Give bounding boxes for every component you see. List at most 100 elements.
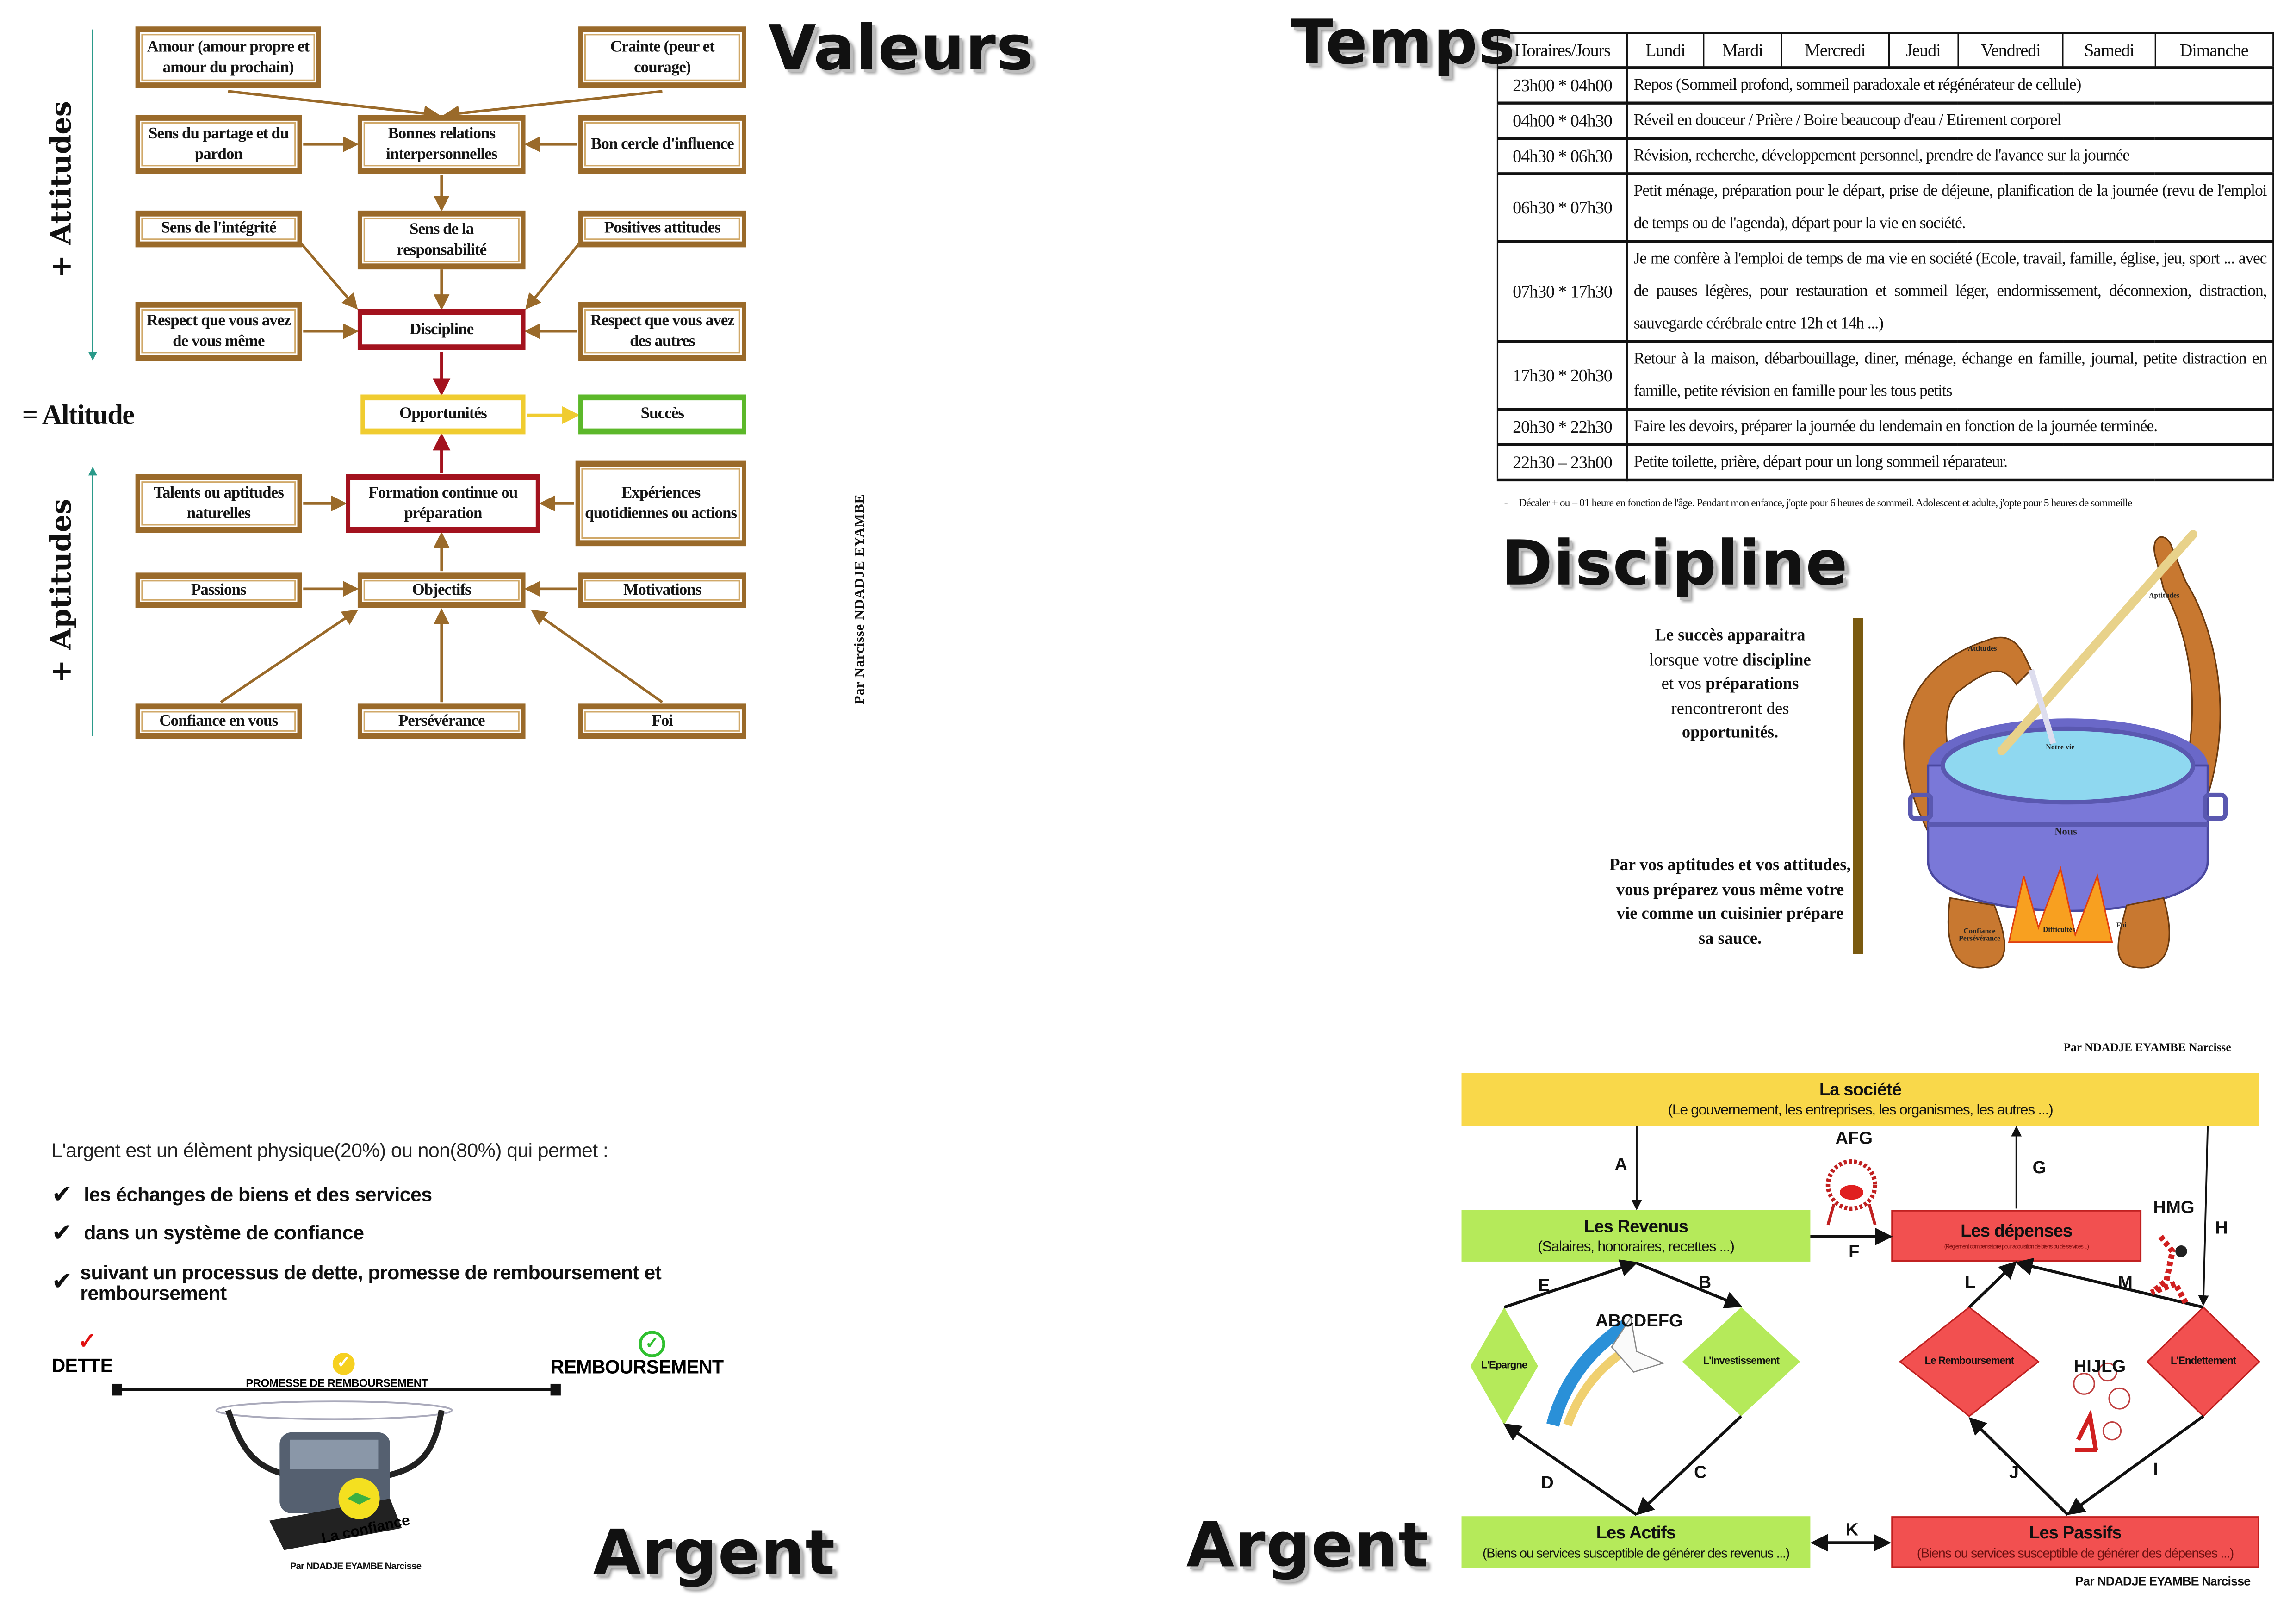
diamond-label-investissement: L'Investissement — [1703, 1356, 1780, 1367]
box-responsabilite: Sens de la responsabilité — [357, 210, 526, 270]
box-formation: Formation continue ou préparation — [346, 474, 540, 533]
arrow-positives — [525, 235, 587, 310]
activity-cell: Révision, recherche, développement perso… — [1626, 137, 2274, 174]
time-cell: 20h30 * 22h30 — [1496, 408, 1628, 446]
letter-a: A — [1614, 1154, 1627, 1175]
table-row: 04h00 * 04h30 Réveil en douceur / Prière … — [1496, 102, 2274, 139]
box-positives-attitudes: Positives attitudes — [578, 210, 746, 248]
box-amour: Amour (amour propre et amour du prochain… — [135, 26, 321, 88]
letter-k: K — [1845, 1519, 1859, 1540]
label-nous: Nous — [2054, 826, 2077, 838]
box-actifs: Les Actifs (Biens ou services susceptibl… — [1461, 1516, 1811, 1568]
box-succes: Succès — [578, 394, 746, 435]
activity-cell: Retour à la maison, débarbouillage, dine… — [1626, 341, 2274, 410]
diamond-label-endettement: L'Endettement — [2170, 1356, 2236, 1367]
arrow-j — [1968, 1417, 2069, 1516]
text-line: Le succès apparaitra — [1655, 627, 1806, 645]
arrow-amour — [228, 90, 440, 121]
table-row: 06h30 * 07h30 Petit ménage, préparation p… — [1496, 173, 2274, 243]
argent-left-author: Par NDADJE EYAMBE Narcisse — [290, 1562, 422, 1573]
table-row: 22h30 – 23h00 Petite toilette, prière, dé… — [1496, 444, 2274, 481]
timeline-end — [550, 1383, 561, 1396]
table-row: 07h30 * 17h30 Je me confère à l'emploi de… — [1496, 241, 2274, 342]
text-emphasis: discipline — [1742, 651, 1811, 669]
arrow-h — [2198, 1126, 2209, 1307]
letter-c: C — [1694, 1462, 1707, 1483]
time-cell: 22h30 – 23h00 — [1496, 444, 1628, 481]
schedule-table: Horaires/Jours Lundi Mardi Mercredi Jeud… — [1496, 32, 2274, 481]
discipline-text-1: Le succès apparaitra lorsque votre disci… — [1616, 624, 1844, 746]
discipline-text-2: Par vos aptitudes et vos attitudes, vous… — [1609, 857, 1851, 947]
arrow-m — [2015, 1257, 2204, 1309]
dette-label: DETTE — [51, 1354, 113, 1377]
arrow-crainte — [443, 90, 663, 122]
box-depenses: Les dépenses (Règlement compensatoire po… — [1891, 1210, 2142, 1262]
letter-j: J — [2009, 1462, 2019, 1483]
argent-right-author: Par NDADJE EYAMBE Narcisse — [2075, 1574, 2251, 1589]
arrow-i — [2067, 1415, 2204, 1515]
table-row: 04h30 * 06h30 Révision, recherche, dévelo… — [1496, 137, 2274, 174]
letter-m: M — [2118, 1272, 2133, 1293]
spoon — [2028, 669, 2056, 745]
label-foi: Foi — [2116, 923, 2127, 931]
letter-e: E — [1538, 1275, 1550, 1296]
box-talents: Talents ou aptitudes naturelles — [135, 474, 302, 533]
letter-h: H — [2215, 1217, 2228, 1238]
schedule-footnote: - Décaler + ou – 01 heure en fonction de… — [1504, 496, 2133, 510]
header-cell: Mardi — [1703, 32, 1782, 68]
box-subtitle: (Biens ou services susceptible de génére… — [1917, 1545, 2234, 1560]
label-difficultes: Difficultés — [2042, 927, 2075, 935]
bullet-text: dans un système de confiance — [84, 1222, 364, 1244]
label-aptitudes: Aptitudes — [2148, 593, 2180, 601]
table-header-row: Horaires/Jours Lundi Mardi Mercredi Jeud… — [1496, 32, 2274, 68]
promesse-label: PROMESSE DE REMBOURSEMENT — [246, 1376, 428, 1390]
group-hijlg: HIJLG — [2073, 1356, 2126, 1377]
time-cell: 07h30 * 17h30 — [1496, 241, 1628, 342]
footnote-text: Décaler + ou – 01 heure en fonction de l… — [1519, 496, 2132, 510]
fire — [2008, 866, 2113, 943]
diamond-label-remboursement: Le Remboursement — [1924, 1356, 2015, 1367]
bullet-item: ✔︎ dans un système de confiance — [51, 1220, 364, 1245]
text-line: lorsque votre — [1649, 651, 1743, 669]
timeline-line — [118, 1388, 557, 1391]
box-perseverance: Persévérance — [357, 703, 526, 739]
header-cell: Horaires/Jours — [1496, 32, 1628, 68]
diamond-remboursement — [1899, 1306, 2040, 1417]
letter-i: I — [2153, 1459, 2159, 1480]
activity-cell: Faire les devoirs, préparer la journée d… — [1626, 408, 2274, 446]
yellow-check-icon: ✓ — [332, 1353, 355, 1375]
letter-f: F — [1849, 1241, 1860, 1262]
diamond-label-epargne: L'Epargne — [1481, 1361, 1527, 1371]
label-attitudes: Attitudes — [1967, 646, 1997, 654]
activity-cell: Réveil en douceur / Prière / Boire beauc… — [1626, 102, 2274, 139]
box-title: Les dépenses — [1961, 1220, 2073, 1241]
bullet-item: ✔︎ les échanges de biens et des services — [51, 1182, 432, 1207]
box-title: La société — [1819, 1079, 1902, 1100]
table-row: 23h00 * 04h00 Repos (Sommeil profond, som… — [1496, 67, 2274, 104]
engine-table-illustration — [215, 1400, 453, 1550]
flow-arrows-and-diamonds — [1470, 1126, 2260, 1552]
diamond-epargne — [1470, 1307, 1538, 1425]
red-check-icon: ✓ — [78, 1331, 97, 1355]
bullet-text: les échanges de biens et des services — [84, 1183, 432, 1206]
arrow-confiance — [220, 609, 359, 703]
divider-bar — [1853, 618, 1863, 954]
discipline-author: Par NDADJE EYAMBE Narcisse — [2063, 1040, 2231, 1054]
time-cell: 06h30 * 07h30 — [1496, 173, 1628, 243]
header-cell: Mercredi — [1781, 32, 1889, 68]
left-foot — [1947, 897, 2005, 969]
header-cell: Jeudi — [1887, 32, 1959, 68]
box-respect-autres: Respect que vous avez des autres — [578, 302, 746, 361]
arrow-foi — [530, 609, 664, 703]
group-abcdefg: ABCDEFG — [1595, 1310, 1683, 1331]
group-afg: AFG — [1835, 1127, 1873, 1149]
time-cell: 23h00 * 04h00 — [1496, 67, 1628, 104]
attitudes-label: + Attitudes — [45, 101, 78, 279]
valeurs-author: Par Narcisse NDADJE EYAMBE — [853, 494, 869, 705]
box-partage: Sens du partage et du pardon — [135, 115, 302, 174]
check-circle-icon: ✔︎ — [51, 1267, 73, 1296]
table-row: 17h30 * 20h30 Retour à la maison, débarbo… — [1496, 341, 2274, 410]
box-subtitle: (Salaires, honoraires, recettes ...) — [1538, 1238, 1735, 1255]
label-confiance: Confiance Persévérance — [1959, 929, 2001, 944]
arrow-c — [1636, 1415, 1743, 1516]
